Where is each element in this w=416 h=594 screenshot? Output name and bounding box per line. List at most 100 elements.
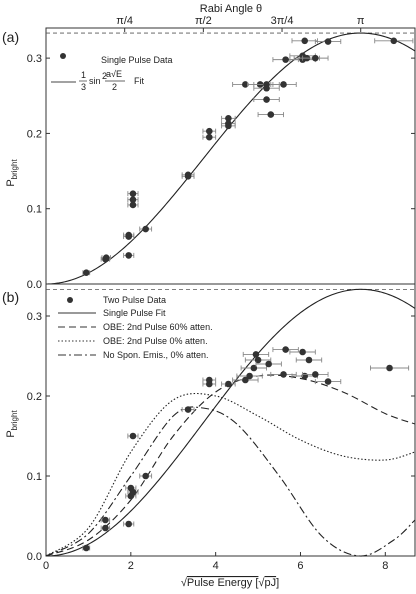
panel-b-y-label: Pbright [5,410,19,438]
no-spon-emis-curve [45,406,416,557]
panel-b-ytick-label-3: 0.3 [27,311,42,323]
panel-a-ytick-label-0: 0.0 [27,279,42,291]
single-pulse-point-17 [242,81,249,88]
two-pulse-point-8 [129,432,137,440]
xtick-label-3: 6 [297,560,303,572]
panel-b-y-label-main: P [5,430,17,437]
panel-a-y-label-main: P [5,179,17,186]
two-pulse-point-20 [282,346,289,353]
two-pulse-point-3 [125,520,133,528]
two-pulse-point-6 [129,488,137,496]
two-pulse-point-18 [265,360,272,368]
single-pulse-point-21 [263,96,270,103]
panel-b-label: (b) [2,289,19,305]
panel-a-top-axis-label: Rabi Angle θ [200,3,262,15]
legend-a-arg-den: 2 [112,82,117,92]
single-pulse-point-7 [129,190,137,197]
single-pulse-point-4 [125,233,133,240]
two-pulse-point-14 [246,372,253,380]
panel-b-x-label-close: ] [276,577,279,589]
top-tick-label-2: 3π/4 [271,15,294,27]
single-pulse-point-5 [125,252,133,259]
top-tick-label-3: π [357,15,365,27]
top-tick-label-0: π/4 [116,15,133,27]
xtick-label-0: 0 [43,560,49,572]
two-pulse-point-9 [184,406,192,413]
single-pulse-point-14 [225,115,232,122]
legend-a-exp: 2 [102,71,107,81]
single-pulse-point-24 [282,56,289,63]
legend-a-arg-num: a√E [106,69,122,79]
single-pulse-point-30 [324,38,332,45]
xtick-label-1: 2 [128,560,134,572]
xtick-label-2: 4 [213,560,219,572]
single-pulse-point-9 [142,225,149,233]
two-pulse-point-24 [312,371,319,378]
two-pulse-point-19 [280,371,287,378]
single-pulse-point-31 [390,37,398,45]
legend-a-fit-label: Fit [134,76,144,86]
legend-b-obe0-label: OBE: 2nd Pulse 0% atten. [103,336,208,346]
two-pulse-point-2 [102,524,109,532]
two-pulse-point-16 [252,351,260,358]
single-pulse-point-28 [312,54,319,62]
panel-b-data-points [82,346,410,552]
two-pulse-point-0 [82,544,90,552]
single-pulse-point-13 [205,127,213,135]
single-pulse-point-29 [301,37,309,45]
panel-a-ytick-label-3: 0.3 [27,53,42,65]
legend-a-fraction-num: 1 [81,70,86,80]
legend-a-data-label: Single Pulse Data [101,55,173,65]
single-pulse-point-22 [267,111,275,118]
panel-b-frame [45,283,416,557]
panel-b-curves [45,288,416,557]
single-pulse-point-12 [205,133,213,141]
panel-a-y-ticks: 0.0 0.1 0.2 0.3 [27,53,415,291]
two-pulse-point-11 [205,376,213,384]
two-pulse-point-7 [142,472,149,480]
panel-a-legend: Single Pulse Data 1 3 sin 2 a√E 2 Fit [51,53,173,92]
panel-a-y-label: Pbright [5,159,19,187]
panel-b-ytick-label-1: 0.1 [27,471,42,483]
two-pulse-point-26 [386,364,393,372]
panel-b: (b) 0.0 0.1 0.2 0.3 0 2 4 6 8 Pbright √Pulse En… [2,283,416,589]
panel-a-label: (a) [2,29,19,45]
legend-b-obe60-label: OBE: 2nd Pulse 60% atten. [103,322,213,332]
two-pulse-point-13 [242,376,249,384]
panel-a-ytick-label-2: 0.2 [27,128,42,140]
single-pulse-point-8 [129,196,137,203]
two-pulse-point-1 [102,516,109,524]
panel-a: (a) Rabi Angle θ π/4 π/2 3π/4 π 0.00.10.20.… [2,3,416,291]
single-pulse-fit-curve [45,288,416,557]
panel-a-ytick-label-1: 0.1 [27,204,42,216]
single-pulse-point-23 [280,81,287,88]
panel-b-x-label: √Pulse Energy [√pJ] [181,577,279,589]
two-pulse-point-12 [225,380,232,388]
legend-a-fraction-den: 3 [81,82,86,92]
legend-b-data-label: Two Pulse Data [103,295,166,305]
legend-a-marker [60,53,66,59]
xtick-label-4: 8 [382,560,388,572]
two-pulse-point-15 [250,364,258,372]
panel-b-ytick-label-0: 0.0 [27,551,42,563]
panel-b-ytick-label-2: 0.2 [27,391,42,403]
panel-b-y-ticks: 0.0 0.1 0.2 0.3 [27,311,415,563]
panel-b-x-label-root: √ [181,577,188,589]
single-pulse-point-6 [129,201,137,209]
legend-b-fit-label: Single Pulse Fit [103,308,166,318]
panel-b-x-label-main: Pulse Energy [ [187,577,259,589]
two-pulse-point-25 [324,378,332,385]
two-pulse-point-23 [305,356,313,364]
panel-b-y-label-sub: bright [10,410,19,431]
legend-b-nospon-label: No Spon. Emis., 0% atten. [103,350,209,360]
single-pulse-point-20 [263,84,270,92]
panel-b-x-label-unit-root: √ [258,577,265,589]
single-pulse-point-0 [82,269,90,277]
panel-a-top-ticks: π/4 π/2 3π/4 π [116,15,365,32]
two-pulse-point-21 [299,348,306,356]
panel-b-legend: Two Pulse Data Single Pulse Fit OBE: 2nd… [58,295,213,360]
two-pulse-point-17 [254,356,262,364]
obe-0-curve [45,392,416,557]
top-tick-label-1: π/2 [195,15,212,27]
